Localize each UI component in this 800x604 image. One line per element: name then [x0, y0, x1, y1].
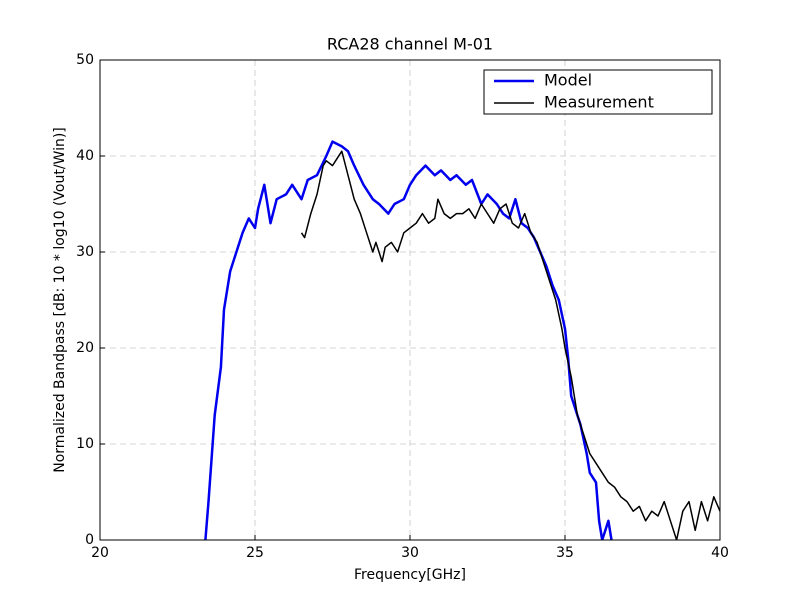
x-tick-label: 35 [556, 545, 574, 561]
y-tick-label: 40 [76, 148, 94, 164]
x-tick-label: 40 [711, 545, 729, 561]
legend: Model Measurement [483, 69, 713, 115]
y-tick-label: 0 [85, 532, 94, 548]
x-axis-label: Frequency[GHz] [354, 567, 466, 583]
plot-lines [204, 140, 720, 540]
y-tick-label: 10 [76, 436, 94, 452]
legend-label: Measurement [544, 93, 654, 112]
series-line [300, 150, 720, 540]
y-tick-label: 50 [76, 52, 94, 68]
chart-title: RCA28 channel M-01 [327, 35, 493, 54]
series-line [204, 140, 613, 540]
x-tick-label: 30 [401, 545, 419, 561]
legend-label: Model [544, 71, 592, 90]
y-tick-label: 30 [76, 244, 94, 260]
legend-box [483, 69, 713, 115]
x-tick-label: 20 [91, 545, 109, 561]
x-tick-label: 25 [246, 545, 264, 561]
y-axis-label: Normalized Bandpass [dB: 10 * log10 (Vou… [52, 127, 68, 473]
y-tick-label: 20 [76, 340, 94, 356]
